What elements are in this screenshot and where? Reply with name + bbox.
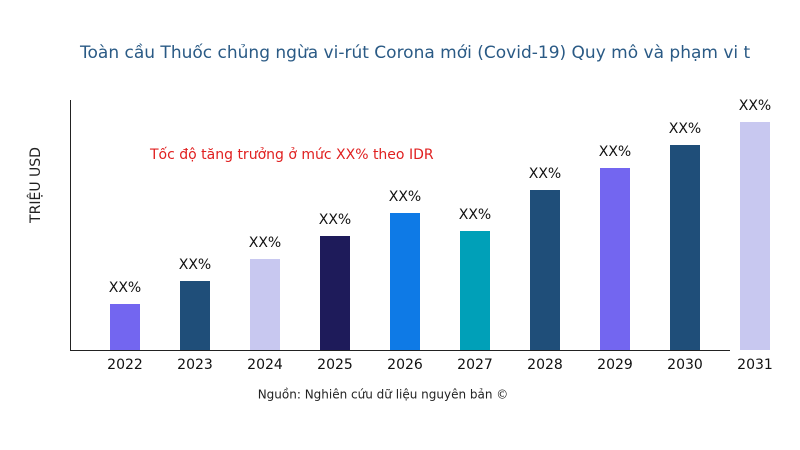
data-label: XX% — [389, 189, 421, 205]
y-axis-label: TRIỆU USD — [26, 147, 44, 224]
bar — [250, 259, 280, 350]
annotation: Tốc độ tăng trưởng ở mức XX% theo IDR — [149, 146, 434, 163]
x-tick-label: 2022 — [107, 357, 143, 373]
x-tick-label: 2025 — [317, 357, 353, 373]
bar — [530, 190, 560, 350]
x-tick-label: 2029 — [597, 357, 633, 373]
bar — [180, 281, 210, 350]
x-tick-label: 2027 — [457, 357, 493, 373]
x-tick-label: 2030 — [667, 357, 703, 373]
bar — [670, 145, 700, 350]
bar — [390, 213, 420, 350]
data-label: XX% — [179, 257, 211, 273]
x-tick-label: 2024 — [247, 357, 283, 373]
data-label: XX% — [529, 166, 561, 182]
data-label: XX% — [319, 212, 351, 228]
bar — [460, 231, 490, 350]
chart-title: Toàn cầu Thuốc chủng ngừa vi-rút Corona … — [79, 42, 751, 63]
data-label: XX% — [109, 280, 141, 296]
source: Nguồn: Nghiên cứu dữ liệu nguyên bản © — [258, 388, 509, 402]
data-label: XX% — [249, 235, 281, 251]
bar — [600, 168, 630, 350]
bar — [320, 236, 350, 350]
bar — [740, 122, 770, 350]
x-tick-label: 2023 — [177, 357, 213, 373]
bar — [110, 304, 140, 350]
data-label: XX% — [739, 98, 771, 114]
x-tick-label: 2028 — [527, 357, 563, 373]
x-tick-label: 2031 — [737, 357, 773, 373]
x-tick-label: 2026 — [387, 357, 423, 373]
data-label: XX% — [669, 121, 701, 137]
data-label: XX% — [599, 144, 631, 160]
data-label: XX% — [459, 207, 491, 223]
